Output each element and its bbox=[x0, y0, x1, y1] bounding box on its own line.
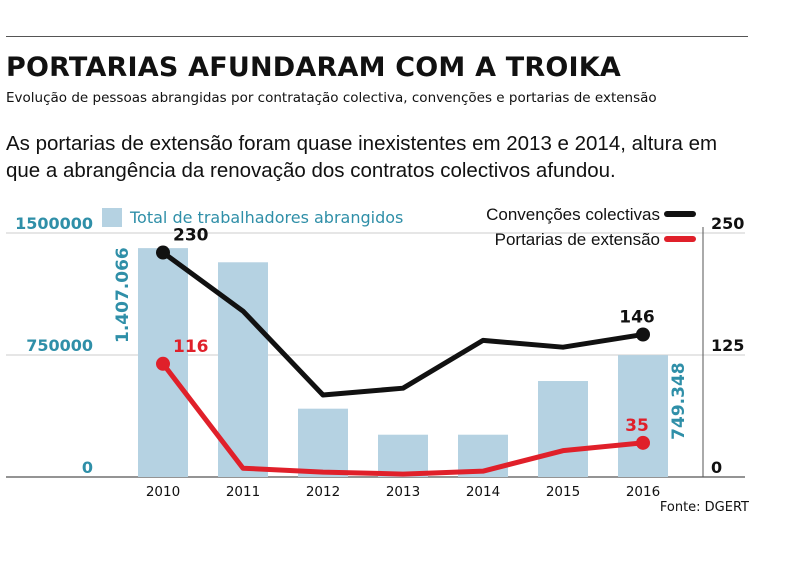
bar bbox=[378, 434, 428, 477]
chart-lede: As portarias de extensão foram quase ine… bbox=[6, 132, 718, 182]
bar-value-label: 749.348 bbox=[669, 362, 689, 439]
line-series bbox=[156, 245, 650, 477]
legend-swatch-bars bbox=[102, 208, 122, 227]
bar bbox=[298, 408, 348, 477]
y-right-tick-label: 125 bbox=[711, 336, 744, 355]
x-tick-label: 2013 bbox=[386, 484, 420, 500]
y-right-tick-label: 0 bbox=[711, 458, 722, 477]
x-tick-label: 2012 bbox=[306, 484, 340, 500]
y-left-tick-label: 1500000 bbox=[15, 214, 93, 233]
line-value-label: 116 bbox=[173, 337, 209, 357]
axes: 0 750000 1500000 0 125 250 2010 2011 2012 2013 201… bbox=[15, 214, 744, 500]
x-tick-label: 2016 bbox=[626, 484, 660, 500]
bar-value-label: 1.407.066 bbox=[113, 247, 133, 343]
source-note: Fonte: DGERT bbox=[659, 500, 749, 515]
legend-label-convencoes: Convenções colectivas bbox=[486, 205, 660, 224]
y-right-tick-label: 250 bbox=[711, 214, 744, 233]
data-labels: 1.407.066 749.348 230 146 116 35 bbox=[113, 226, 689, 440]
y-left-tick-label: 0 bbox=[82, 458, 93, 477]
x-tick-label: 2015 bbox=[546, 484, 580, 500]
line-portarias bbox=[160, 361, 646, 477]
x-tick-label: 2010 bbox=[146, 484, 180, 500]
legend-label-portarias: Portarias de extensão bbox=[495, 230, 660, 249]
chart-subtitle: Evolução de pessoas abrangidas por contr… bbox=[6, 90, 657, 106]
legend-label-bars: Total de trabalhadores abrangidos bbox=[129, 208, 403, 227]
line-endpoint-dot bbox=[156, 245, 170, 260]
bar bbox=[538, 381, 588, 477]
chart-area: 1.407.066 749.348 230 146 116 35 0 750000 15000… bbox=[6, 205, 745, 500]
y-left-tick-label: 750000 bbox=[26, 336, 93, 355]
x-tick-label: 2011 bbox=[226, 484, 260, 500]
top-rule bbox=[6, 36, 748, 37]
bar-series bbox=[138, 248, 668, 477]
bar bbox=[618, 355, 668, 477]
line-convencoes bbox=[160, 250, 646, 398]
line-endpoint-dot bbox=[636, 435, 650, 450]
x-tick-label: 2014 bbox=[466, 484, 500, 500]
line-value-label: 35 bbox=[625, 416, 649, 436]
legend: Total de trabalhadores abrangidos Convenç… bbox=[102, 205, 696, 249]
line-value-label: 230 bbox=[173, 226, 209, 246]
line-endpoint-dot bbox=[156, 356, 170, 371]
line-value-label: 146 bbox=[619, 308, 655, 328]
line-endpoint-dot bbox=[636, 327, 650, 342]
chart-title: PORTARIAS AFUNDARAM COM A TROIKA bbox=[6, 52, 621, 83]
